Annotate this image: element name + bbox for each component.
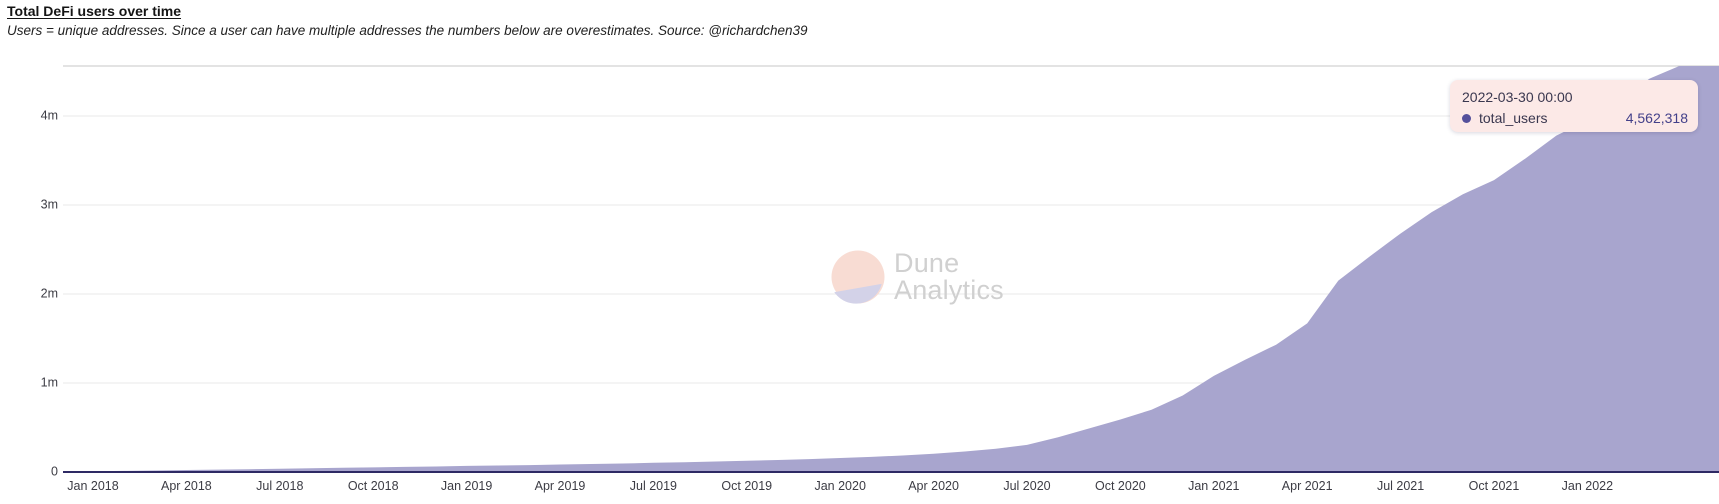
tooltip-date: 2022-03-30 00:00 [1462,89,1573,105]
tooltip-series-row: total_users 4,562,318 [1462,111,1688,126]
x-tick-label: Oct 2018 [347,479,399,493]
x-tick-label: Jul 2021 [1376,479,1425,493]
tooltip-series-label: total_users [1479,110,1548,126]
y-tick-label: 3m [40,197,58,212]
x-tick-label: Jan 2018 [67,479,119,493]
x-tick-label: Oct 2021 [1468,479,1520,493]
x-tick-label: Apr 2018 [161,479,212,493]
x-tick-label: Apr 2021 [1281,479,1333,493]
tooltip-series-value: 4,562,318 [1625,110,1688,126]
x-tick-label: Jan 2021 [1188,479,1240,493]
x-tick-label: Oct 2020 [1095,479,1146,493]
series-dot-icon [1462,114,1471,123]
y-tick-label: 2m [40,286,58,301]
x-tick-label: Jan 2022 [1561,479,1614,493]
x-tick-label: Jan 2019 [440,479,493,493]
x-tick-label: Jul 2020 [1003,479,1051,493]
x-tick-label: Apr 2019 [534,479,586,493]
chart-header: Total DeFi users over time Users = uniqu… [7,2,808,40]
x-tick-label: Jul 2018 [256,479,304,493]
x-tick-label: Jul 2019 [629,479,678,493]
page-subtitle: Users = unique addresses. Since a user c… [7,23,808,38]
x-tick-label: Jan 2020 [814,479,866,493]
chart-tooltip: 2022-03-30 00:00 total_users 4,562,318 [1450,80,1698,132]
y-tick-label: 4m [40,108,58,123]
page-title: Total DeFi users over time [7,3,182,19]
y-tick-label: 1m [40,375,58,390]
x-tick-label: Oct 2019 [721,479,773,493]
x-tick-label: Apr 2020 [908,479,959,493]
y-tick-label: 0 [51,464,58,479]
